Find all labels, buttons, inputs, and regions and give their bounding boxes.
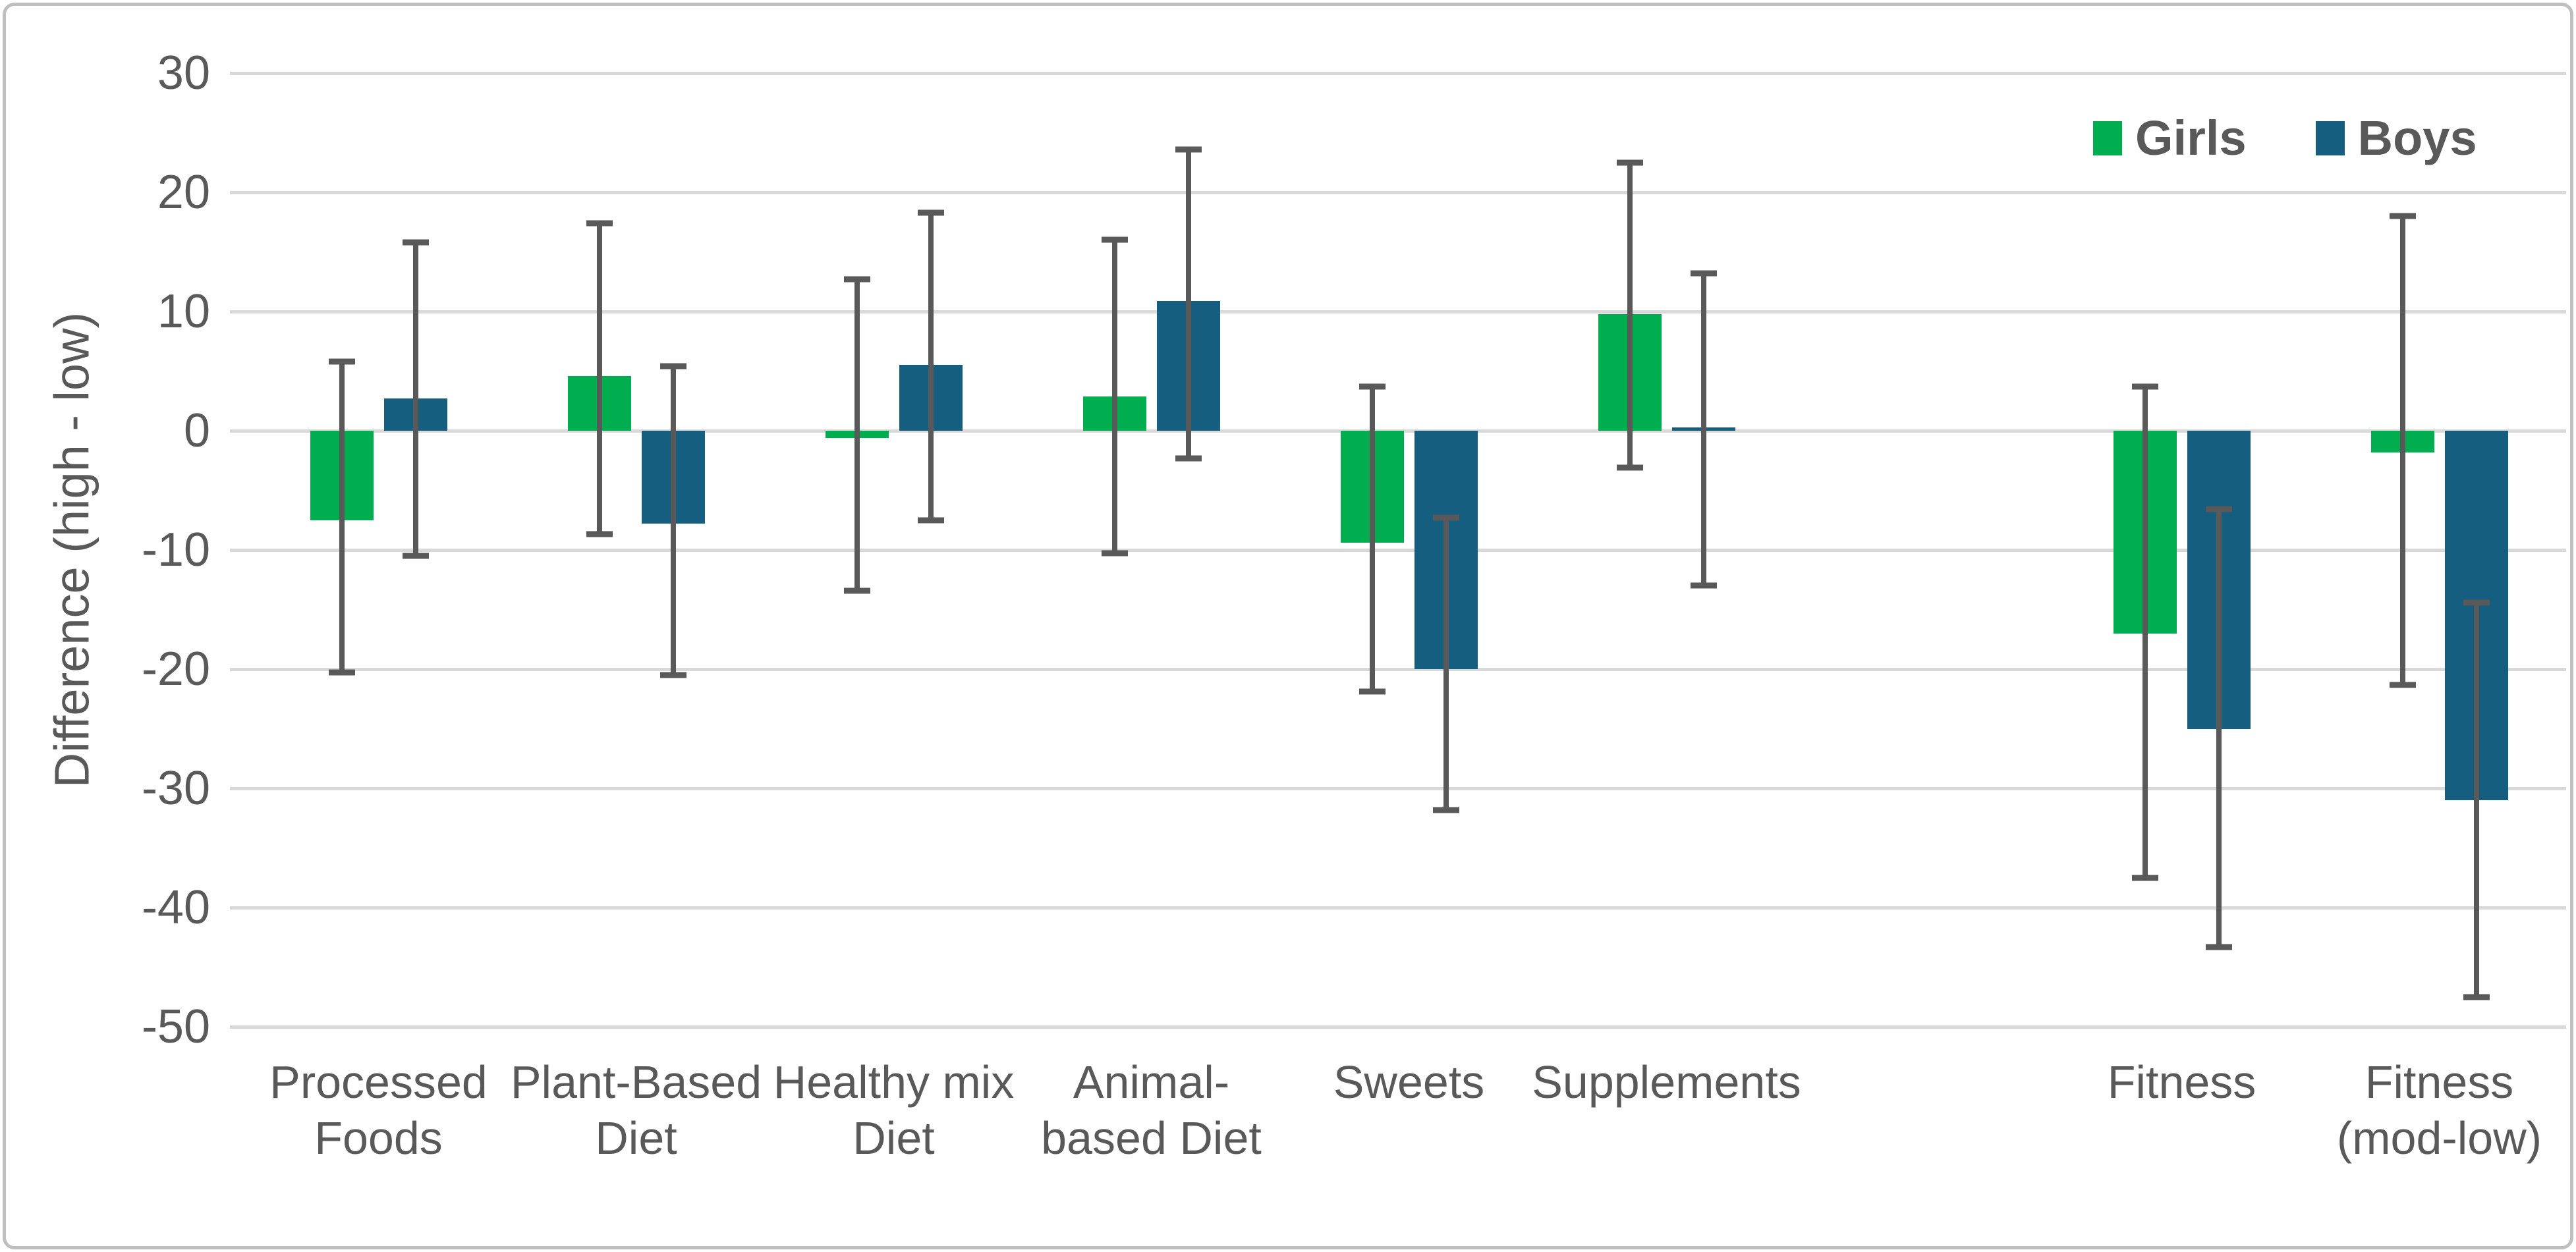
- y-axis-tick-label: -20: [141, 643, 210, 695]
- x-axis-category-label: Fitness (mod-low): [2336, 1056, 2542, 1164]
- error-bar-boys: [670, 366, 676, 676]
- y-axis-tick-label: 30: [157, 47, 210, 99]
- error-bar-cap: [1432, 514, 1459, 521]
- error-bar-boys: [1443, 518, 1449, 810]
- gridline: [230, 548, 2566, 552]
- legend-item-girls: Girls: [2093, 110, 2247, 166]
- error-bar-cap: [917, 517, 944, 524]
- error-bar-cap: [2205, 944, 2232, 950]
- error-bar-cap: [917, 209, 944, 216]
- error-bar-cap: [1616, 464, 1643, 471]
- error-bar-cap: [659, 672, 686, 678]
- error-bar-cap: [328, 669, 355, 676]
- error-bar-cap: [586, 220, 613, 227]
- error-bar-cap: [2463, 599, 2490, 606]
- error-bar-boys: [2216, 509, 2222, 947]
- y-axis-tick-label: 20: [157, 166, 210, 219]
- error-bar-girls: [596, 223, 602, 535]
- legend: Girls Boys: [2093, 110, 2477, 166]
- error-bar-cap: [1358, 688, 1386, 695]
- error-bar-cap: [586, 531, 613, 537]
- error-bar-boys: [1700, 273, 1706, 586]
- error-bar-cap: [2389, 213, 2416, 219]
- legend-swatch-girls: [2093, 121, 2122, 155]
- y-axis-tick-label: -40: [141, 881, 210, 934]
- error-bar-cap: [659, 363, 686, 369]
- error-bar-cap: [1175, 146, 1202, 153]
- error-bar-girls: [2399, 216, 2405, 685]
- error-bar-cap: [1616, 159, 1643, 166]
- error-bar-boys: [928, 212, 934, 520]
- error-bar-cap: [2389, 682, 2416, 688]
- gridline: [230, 310, 2566, 313]
- gridline: [230, 71, 2566, 75]
- gridline: [230, 786, 2566, 790]
- error-bar-cap: [1690, 270, 1717, 277]
- y-axis-tick-label: 10: [157, 285, 210, 338]
- y-axis-tick-label: -10: [141, 524, 210, 576]
- error-bar-cap: [2131, 383, 2158, 390]
- gridline: [230, 1025, 2566, 1029]
- error-bar-cap: [1101, 550, 1128, 557]
- gridline: [230, 190, 2566, 194]
- error-bar-cap: [328, 358, 355, 365]
- error-bar-girls: [2142, 387, 2148, 878]
- legend-swatch-boys: [2315, 121, 2345, 155]
- error-bar-cap: [1432, 807, 1459, 813]
- legend-label: Boys: [2357, 111, 2477, 165]
- x-axis-category-label: Sweets: [1333, 1056, 1485, 1108]
- chart-frame: Difference (high - low) Girls Boys 30 20 10…: [3, 3, 2573, 1249]
- y-axis-tick-label: 0: [183, 404, 210, 457]
- error-bar-cap: [2463, 994, 2490, 1000]
- error-bar-boys: [412, 242, 418, 557]
- error-bar-girls: [854, 279, 860, 591]
- error-bar-cap: [1175, 455, 1202, 462]
- error-bar-cap: [402, 553, 429, 559]
- legend-item-boys: Boys: [2315, 110, 2477, 166]
- error-bar-cap: [843, 587, 870, 594]
- y-axis-tick-label: -50: [141, 1000, 210, 1053]
- error-bar-cap: [1358, 383, 1386, 390]
- error-bar-cap: [2131, 875, 2158, 881]
- gridline: [230, 906, 2566, 910]
- y-axis-tick-label: -30: [141, 762, 210, 815]
- x-axis-category-label: Supplements: [1532, 1056, 1801, 1108]
- error-bar-cap: [1101, 236, 1128, 243]
- error-bar-cap: [2205, 506, 2232, 512]
- error-bar-cap: [1690, 582, 1717, 589]
- error-bar-girls: [339, 362, 345, 673]
- gridline: [230, 667, 2566, 671]
- x-axis-category-label: Fitness: [2107, 1056, 2256, 1108]
- error-bar-girls: [1627, 162, 1633, 468]
- x-axis-category-label: Healthy mix Diet: [773, 1056, 1015, 1164]
- error-bar-girls: [1111, 240, 1117, 554]
- x-axis-category-label: Processed Foods: [269, 1056, 488, 1164]
- legend-label: Girls: [2135, 111, 2247, 165]
- x-axis-category-label: Plant-Based Diet: [510, 1056, 762, 1164]
- error-bar-cap: [402, 239, 429, 246]
- error-bar-cap: [843, 276, 870, 283]
- error-bar-boys: [2473, 602, 2479, 997]
- error-bar-boys: [1185, 149, 1191, 458]
- x-axis-category-label: Animal- based Diet: [1041, 1056, 1262, 1164]
- error-bar-girls: [1369, 387, 1375, 692]
